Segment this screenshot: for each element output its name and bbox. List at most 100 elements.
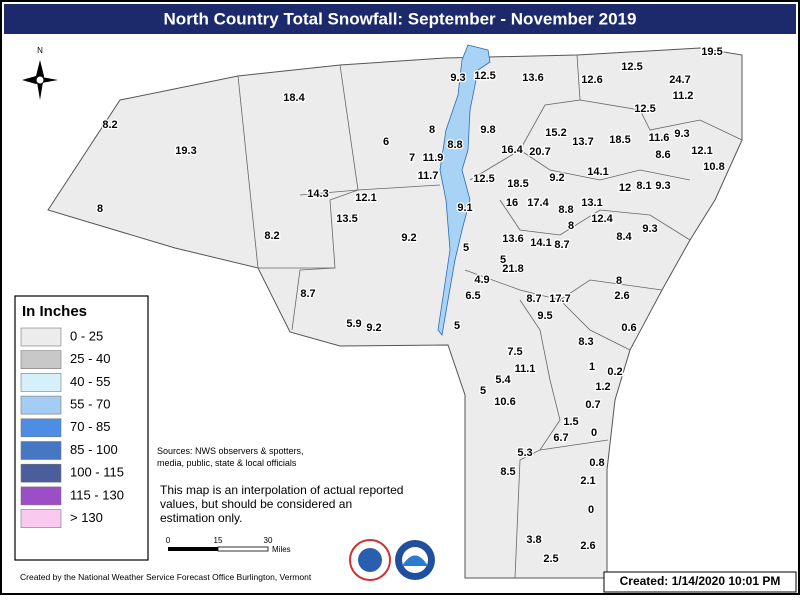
snowfall-value: 8.8 <box>447 139 462 151</box>
legend: In Inches 0 - 25 25 - 40 40 - 55 55 - 70 70 … <box>14 295 149 561</box>
snowfall-value: 12 <box>619 182 631 194</box>
snowfall-value: 12.5 <box>621 61 642 73</box>
legend-swatch <box>20 350 62 370</box>
snowfall-value: 8.7 <box>526 293 541 305</box>
snowfall-value: 5 <box>454 320 460 332</box>
snowfall-value: 10.6 <box>494 396 515 408</box>
snowfall-value: 2.6 <box>580 540 595 552</box>
snowfall-value: 12.5 <box>634 103 655 115</box>
snowfall-value: 8.7 <box>300 288 315 300</box>
legend-swatch <box>20 441 62 460</box>
snowfall-value: 5 <box>500 254 506 266</box>
legend-swatch <box>20 373 62 392</box>
snowfall-value: 11.6 <box>649 132 670 144</box>
snowfall-value: 9.2 <box>366 322 381 334</box>
snowfall-value: 7.5 <box>507 346 522 358</box>
snowfall-value: 13.5 <box>336 213 357 225</box>
snowfall-value: 9.3 <box>450 72 465 84</box>
snowfall-value: 8.2 <box>264 230 279 242</box>
created-box <box>603 571 797 593</box>
snowfall-value: 8.6 <box>655 149 670 161</box>
legend-swatch <box>20 463 62 483</box>
snowfall-value: 8.1 <box>636 180 651 192</box>
snowfall-value: 13.7 <box>572 136 593 148</box>
snowfall-value: 17.4 <box>527 197 549 209</box>
snowfall-value: 5.4 <box>495 374 511 386</box>
snowfall-value: 12.6 <box>581 74 602 86</box>
snowfall-value: 8.7 <box>554 239 569 251</box>
snowfall-value: 13.6 <box>522 72 543 84</box>
snowfall-value: 5.9 <box>346 318 361 330</box>
legend-swatch <box>20 486 62 506</box>
disclaimer-line: estimation only. <box>160 511 242 525</box>
legend-label: 55 - 70 <box>70 397 110 412</box>
snowfall-value: 8.4 <box>616 231 632 243</box>
snowfall-value: 6.5 <box>465 290 480 302</box>
snowfall-value: 19.3 <box>175 145 196 157</box>
snowfall-value: 0.7 <box>585 399 600 411</box>
snowfall-value: 18.5 <box>609 134 630 146</box>
snowfall-value: 9.3 <box>642 223 657 235</box>
legend-swatch <box>20 509 62 528</box>
snowfall-value: 18.4 <box>283 92 305 104</box>
county-lines <box>237 54 743 579</box>
scale-tick: 30 <box>264 536 273 545</box>
lake-champlain <box>437 44 491 336</box>
snowfall-labels: 19.512.524.711.29.3 12.5 13.6 12.618.412.58… <box>96 45 726 567</box>
legend-swatch <box>20 395 62 415</box>
snowfall-value: 18.5 <box>507 178 528 190</box>
title: North Country Total Snowfall: September … <box>164 9 637 28</box>
snowfall-value: 9.5 <box>537 310 552 322</box>
snowfall-value: 0 <box>591 427 597 439</box>
snowfall-value: 11.9 <box>423 152 444 164</box>
scale-tick: 0 <box>166 536 171 545</box>
snowfall-value: 6.7 <box>553 432 568 444</box>
legend-label: > 130 <box>70 510 103 525</box>
snowfall-value: 0.2 <box>607 366 622 378</box>
snowfall-value: 17.7 <box>549 293 570 305</box>
snowfall-value: 0.8 <box>589 457 604 469</box>
snowfall-value: 0 <box>588 504 594 516</box>
snowfall-value: 8.8 <box>558 204 573 216</box>
disclaimer-line: values, but should be considered an <box>160 497 352 511</box>
snowfall-value: 9.2 <box>549 172 564 184</box>
snowfall-value: 3.8 <box>526 534 541 546</box>
snowfall-value: 16 <box>506 197 518 209</box>
snowfall-value: 5.3 <box>517 447 532 459</box>
legend-label: 40 - 55 <box>70 374 110 389</box>
snowfall-value: 12.4 <box>591 213 613 225</box>
agency-logos <box>349 539 435 581</box>
title-bar <box>4 4 796 34</box>
snowfall-value: 11.1 <box>515 363 536 375</box>
snowfall-value: 1 <box>589 361 595 373</box>
snowfall-value: 2.1 <box>580 475 595 487</box>
sources-line: media, public, state & local officials <box>157 458 297 468</box>
legend-label: 115 - 130 <box>70 487 124 502</box>
snowfall-value: 2.5 <box>543 553 558 565</box>
legend-label: 0 - 25 <box>70 328 103 343</box>
legend-items: 0 - 25 25 - 40 40 - 55 55 - 70 70 - 85 85 - 1… <box>20 327 124 528</box>
snowfall-value: 24.7 <box>669 74 690 86</box>
snowfall-value: 14.1 <box>530 237 551 249</box>
legend-title: In Inches <box>22 303 87 320</box>
snowfall-value: 21.8 <box>502 263 523 275</box>
snowfall-value: 0.6 <box>621 322 636 334</box>
snowfall-value: 11.2 <box>673 90 694 102</box>
snowfall-value: 12.1 <box>355 192 376 204</box>
snowfall-value: 1.5 <box>563 416 578 428</box>
snowfall-value: 8.2 <box>102 119 117 131</box>
snowfall-value: 10.8 <box>703 161 724 173</box>
legend-label: 25 - 40 <box>70 351 110 366</box>
snowfall-value: 9.3 <box>655 180 670 192</box>
sources-line: Sources: NWS observers & spotters, <box>157 446 304 456</box>
snowfall-value: 14.3 <box>307 188 328 200</box>
legend-label: 100 - 115 <box>70 465 124 480</box>
disclaimer-line: This map is an interpolation of actual r… <box>160 483 403 497</box>
snowfall-value: 1.2 <box>595 381 610 393</box>
snowfall-value: 11.7 <box>418 170 439 182</box>
snowfall-value: 16.4 <box>501 144 523 156</box>
snowfall-value: 8 <box>616 275 622 287</box>
compass-north: N <box>37 46 43 55</box>
legend-swatch <box>20 418 62 438</box>
